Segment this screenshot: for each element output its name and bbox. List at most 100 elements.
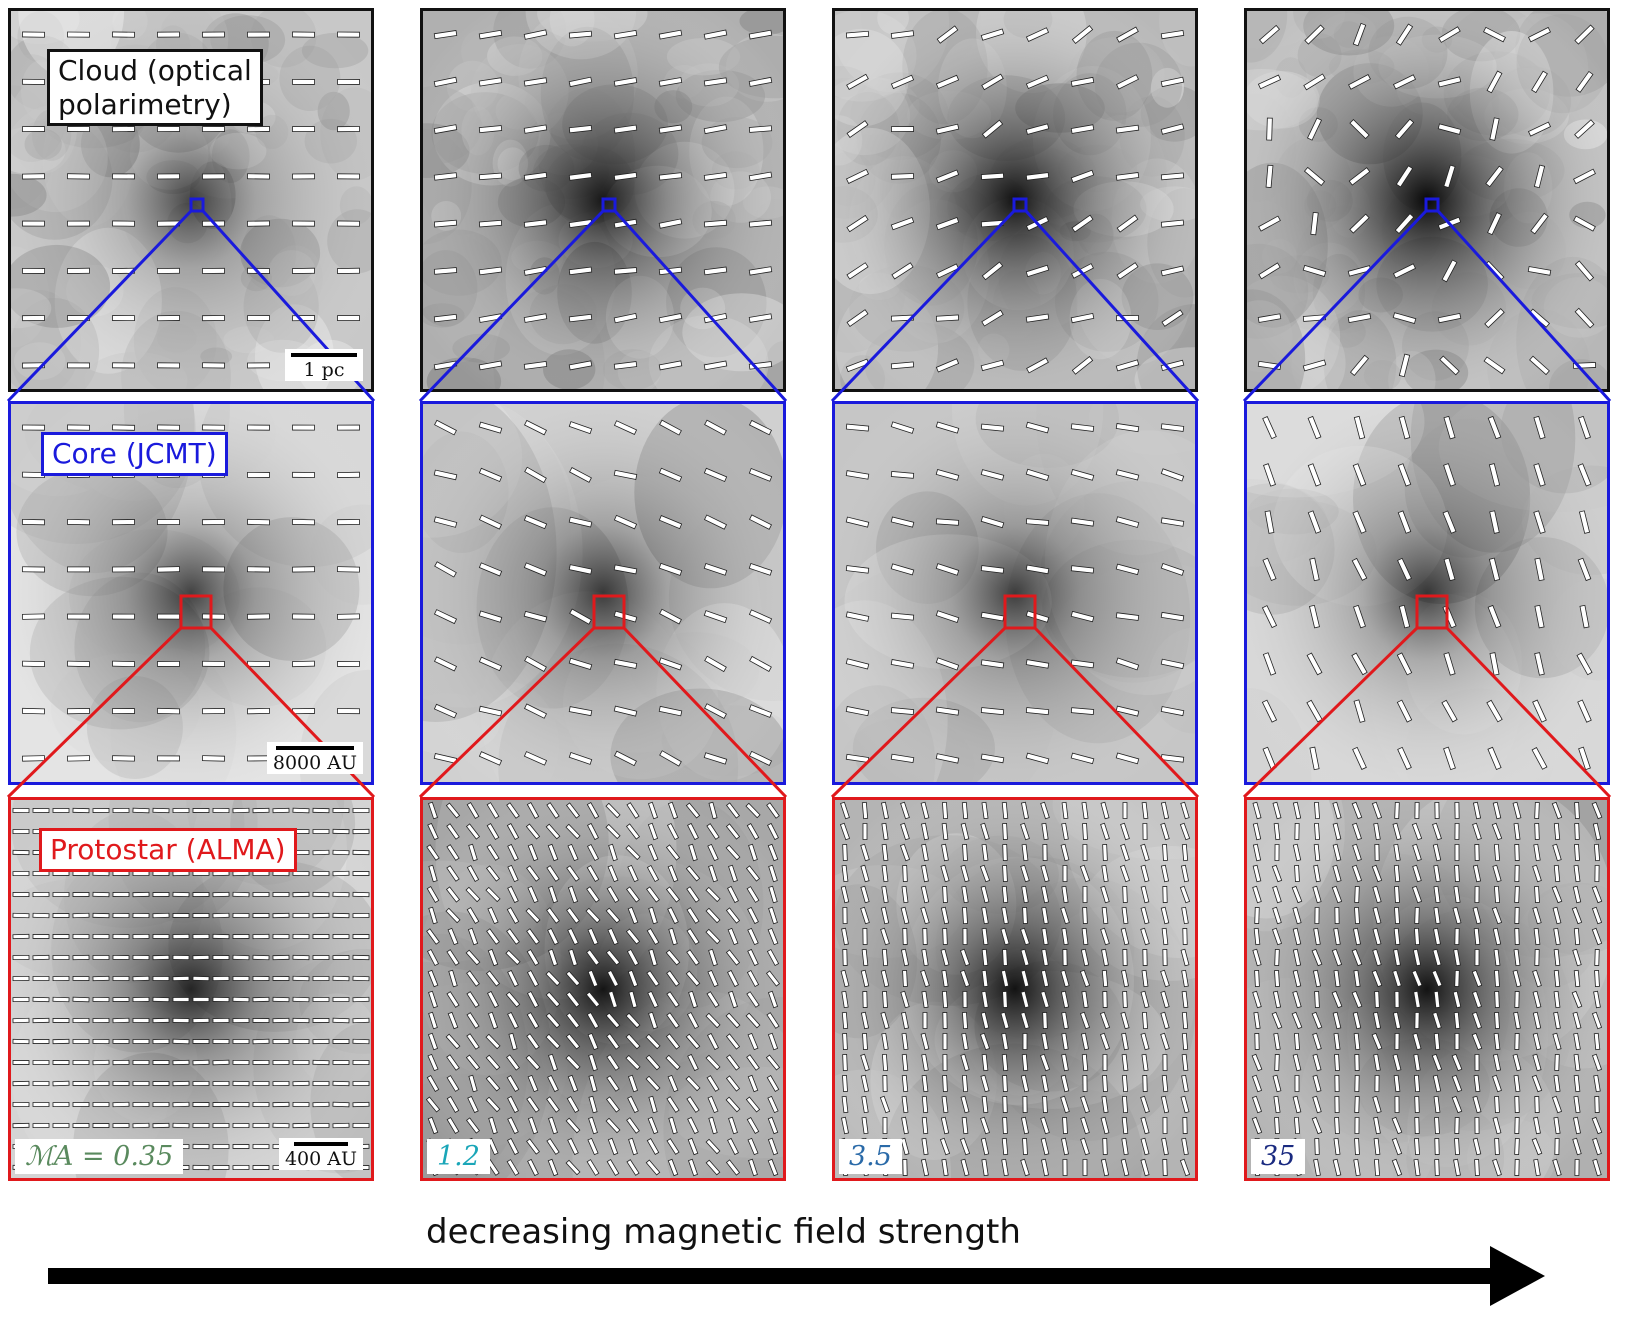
polarization-vector-icon — [152, 934, 170, 939]
polarization-vector-icon — [626, 1159, 640, 1176]
polarization-vector-icon — [312, 871, 330, 876]
polarization-vector-icon — [881, 1032, 889, 1051]
polarization-vector-icon — [1292, 801, 1302, 820]
polarization-vector-icon — [112, 892, 130, 897]
polarization-vector-icon — [1294, 1032, 1300, 1051]
polarization-vector-icon — [192, 1122, 210, 1129]
polarization-vector-icon — [568, 76, 593, 88]
polarization-vector-icon — [1534, 949, 1540, 966]
polarization-vector-icon — [332, 975, 350, 982]
polarization-vector-icon — [890, 563, 915, 576]
polarization-vector-icon — [1080, 1116, 1090, 1135]
polarization-vector-icon — [32, 1122, 50, 1129]
polarization-vector-icon — [506, 928, 520, 945]
polarization-vector-icon — [1531, 1074, 1543, 1093]
polarization-vector-icon — [1161, 1137, 1169, 1156]
polarization-vector-icon — [337, 220, 360, 227]
polarization-vector-icon — [152, 954, 170, 961]
polarization-vector-icon — [959, 1137, 971, 1156]
polarization-vector-icon — [1291, 1011, 1303, 1030]
polarization-vector-icon — [1451, 1053, 1463, 1072]
polarization-vector-icon — [92, 870, 110, 877]
polarization-vector-icon — [247, 518, 270, 526]
polarization-vector-icon — [961, 1074, 969, 1093]
polarization-vector-icon — [586, 1012, 600, 1029]
polarization-vector-icon — [487, 990, 499, 1009]
polarization-vector-icon — [746, 1054, 760, 1071]
polarization-vector-icon — [1514, 1096, 1520, 1113]
polarization-vector-icon — [433, 516, 458, 528]
polarization-vector-icon — [841, 1095, 849, 1114]
polarization-vector-icon — [445, 886, 461, 903]
polarization-vector-icon — [212, 891, 230, 898]
polarization-vector-icon — [332, 1060, 350, 1065]
polarization-vector-icon — [1532, 864, 1542, 883]
polarization-vector-icon — [92, 1017, 110, 1024]
polarization-vector-icon — [860, 969, 870, 988]
polarization-vector-icon — [980, 28, 1005, 41]
polarization-vector-icon — [1591, 1116, 1603, 1135]
polarization-vector-icon — [748, 609, 773, 624]
polarization-vector-icon — [687, 1137, 699, 1156]
polarization-vector-icon — [685, 970, 701, 987]
polarization-vector-icon — [312, 1018, 330, 1023]
polarization-vector-icon — [1160, 468, 1185, 482]
polarization-vector-icon — [845, 611, 870, 622]
polarization-vector-icon — [1395, 165, 1414, 188]
polarization-vector-icon — [425, 1096, 441, 1113]
polarization-vector-icon — [860, 864, 870, 883]
polarization-vector-icon — [1140, 864, 1150, 883]
polarization-vector-icon — [292, 996, 310, 1003]
polarization-vector-icon — [901, 1116, 909, 1135]
polarization-vector-icon — [1513, 822, 1521, 841]
polarization-vector-icon — [980, 1074, 990, 1093]
polarization-vector-icon — [981, 927, 989, 946]
polarization-vector-icon — [1472, 990, 1482, 1009]
polarization-vector-icon — [426, 928, 440, 945]
polarization-vector-icon — [252, 807, 270, 814]
polarization-vector-icon — [252, 976, 270, 981]
scale-bar-line — [291, 353, 357, 357]
polarization-vector-icon — [766, 802, 780, 819]
polarization-vector-icon — [192, 1017, 210, 1024]
polarization-vector-icon — [568, 948, 578, 967]
polarization-vector-icon — [247, 707, 270, 715]
polarization-vector-icon — [1437, 76, 1462, 88]
polarization-vector-icon — [467, 1095, 479, 1114]
polarization-vector-icon — [468, 843, 478, 862]
polarization-vector-icon — [192, 808, 210, 813]
polarization-vector-icon — [112, 126, 135, 133]
polarization-vector-icon — [1161, 1074, 1169, 1093]
polarization-vector-icon — [1274, 1116, 1280, 1135]
polarization-vector-icon — [1292, 1053, 1302, 1072]
polarization-vector-icon — [67, 220, 90, 227]
polarization-vector-icon — [1180, 801, 1190, 820]
polarization-vector-icon — [247, 31, 270, 38]
polarization-vector-icon — [546, 1096, 560, 1113]
polarization-vector-icon — [132, 871, 150, 876]
polarization-vector-icon — [626, 948, 640, 967]
polarization-vector-icon — [1494, 1095, 1500, 1114]
polarization-vector-icon — [1292, 990, 1302, 1009]
polarization-vector-icon — [1254, 907, 1260, 924]
polarization-vector-icon — [486, 823, 500, 840]
polarization-vector-icon — [12, 849, 30, 856]
polarization-vector-icon — [1552, 843, 1562, 862]
polarization-vector-icon — [686, 949, 700, 966]
polarization-vector-icon — [1553, 1074, 1561, 1093]
polarization-vector-icon — [659, 419, 682, 436]
polarization-vector-icon — [548, 885, 558, 904]
polarization-vector-icon — [1527, 121, 1552, 137]
polarization-vector-icon — [32, 1102, 50, 1107]
polarization-vector-icon — [466, 991, 480, 1008]
polarization-vector-icon — [506, 907, 520, 924]
polarization-vector-icon — [1115, 172, 1140, 181]
polarization-vector-icon — [941, 822, 949, 841]
polarization-vector-icon — [845, 470, 870, 480]
polarization-vector-icon — [585, 907, 601, 924]
polarization-vector-icon — [962, 843, 968, 862]
polarization-vector-icon — [1252, 864, 1262, 883]
polarization-vector-icon — [767, 1137, 779, 1156]
polarization-vector-icon — [292, 267, 315, 274]
polarization-vector-icon — [980, 219, 1005, 228]
